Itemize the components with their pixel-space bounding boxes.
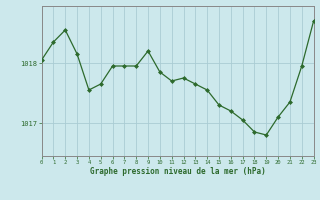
X-axis label: Graphe pression niveau de la mer (hPa): Graphe pression niveau de la mer (hPa)	[90, 167, 266, 176]
